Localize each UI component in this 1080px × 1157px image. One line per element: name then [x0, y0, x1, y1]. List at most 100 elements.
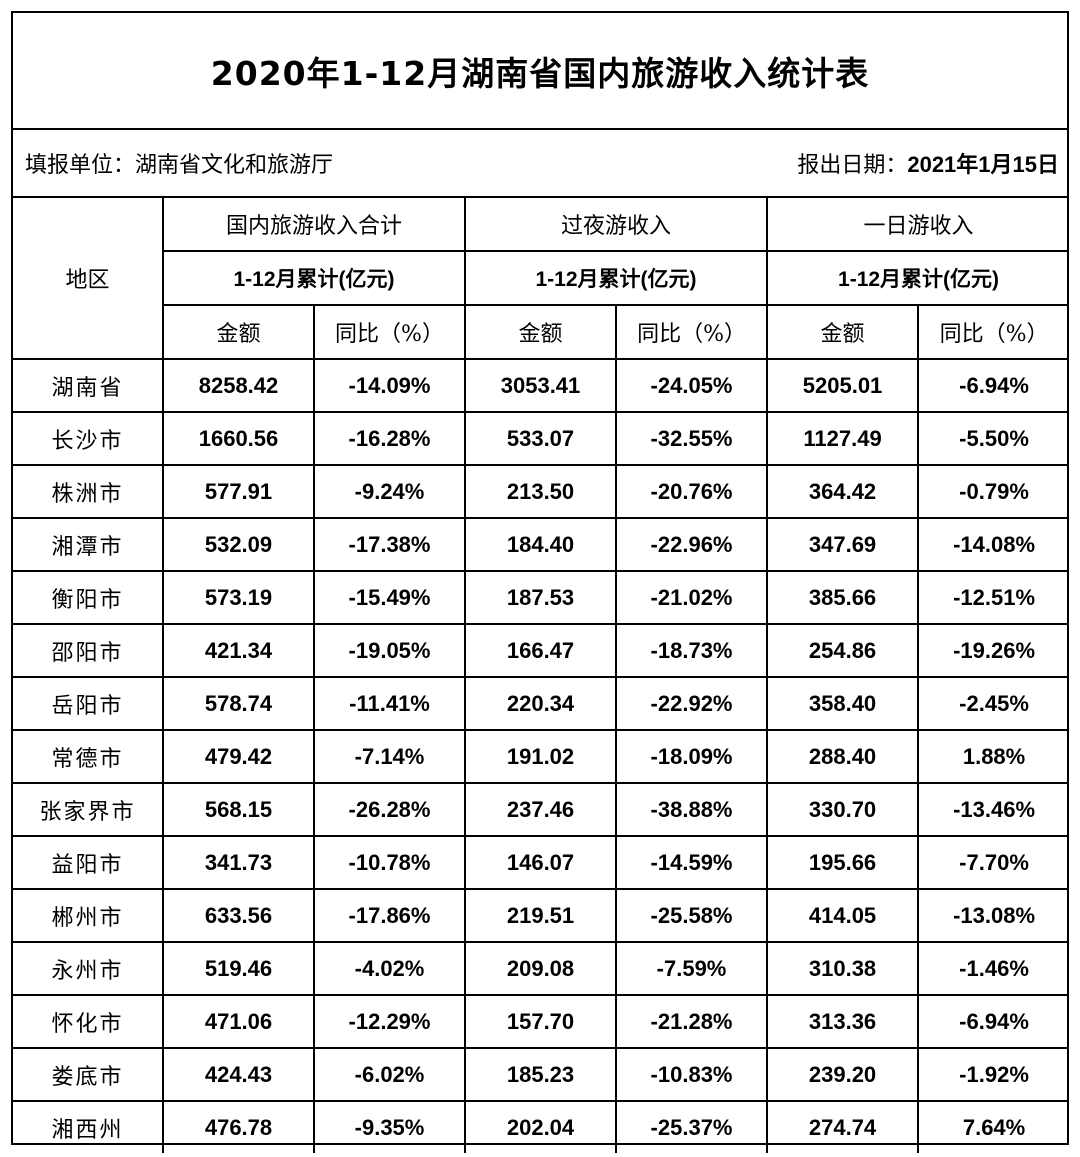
region-header: 地区 — [13, 198, 164, 360]
overnight-amount-cell: 3053.41 — [464, 358, 618, 413]
region-cell: 湖南省 — [13, 358, 164, 413]
tourism-revenue-table: 地区 国内旅游收入合计 过夜游收入 一日游收入 1-12月累计(亿元) 1-12… — [13, 198, 1070, 1153]
page-title: 2020年1-12月湖南省国内旅游收入统计表 — [13, 13, 1067, 130]
total-yoy-cell: -17.86% — [312, 888, 467, 943]
amount-header: 金额 — [464, 304, 618, 360]
report-date: 报出日期： 2021年1月15日 — [797, 130, 1059, 196]
daytrip-yoy-cell: -12.51% — [917, 570, 1070, 625]
total-yoy-cell: -17.38% — [312, 517, 467, 572]
region-cell: 株洲市 — [13, 464, 164, 519]
total-yoy-cell: -7.14% — [312, 729, 467, 784]
period-header-overnight: 1-12月累计(亿元) — [464, 250, 769, 306]
group-header-total: 国内旅游收入合计 — [161, 198, 467, 252]
total-amount-cell: 341.73 — [162, 835, 315, 890]
overnight-amount-cell: 191.02 — [464, 729, 618, 784]
overnight-amount-cell: 166.47 — [464, 623, 618, 678]
daytrip-amount-cell: 330.70 — [766, 782, 920, 837]
total-yoy-cell: -6.02% — [312, 1047, 467, 1102]
table-row: 湖南省 8258.42 -14.09% 3053.41 -24.05% 5205.01 -6… — [13, 358, 1070, 413]
group-header-daytrip: 一日游收入 — [766, 198, 1070, 252]
total-amount-cell: 476.78 — [162, 1100, 315, 1153]
region-cell: 娄底市 — [13, 1047, 164, 1102]
daytrip-amount-cell: 5205.01 — [766, 358, 920, 413]
reporting-unit: 填报单位：湖南省文化和旅游厅 — [25, 153, 334, 178]
table-row: 株洲市 577.91 -9.24% 213.50 -20.76% 364.42 -0.79% — [13, 464, 1070, 519]
total-yoy-cell: -12.29% — [312, 994, 467, 1049]
daytrip-yoy-cell: -13.46% — [917, 782, 1070, 837]
region-cell: 怀化市 — [13, 994, 164, 1049]
table-row: 怀化市 471.06 -12.29% 157.70 -21.28% 313.36 -6.94… — [13, 994, 1070, 1049]
daytrip-amount-cell: 1127.49 — [766, 411, 920, 466]
overnight-yoy-cell: -25.37% — [615, 1100, 769, 1153]
overnight-amount-cell: 157.70 — [464, 994, 618, 1049]
overnight-amount-cell: 220.34 — [464, 676, 618, 731]
header-row-groups: 地区 国内旅游收入合计 过夜游收入 一日游收入 — [13, 198, 1070, 360]
overnight-yoy-cell: -14.59% — [615, 835, 769, 890]
header-row-period: 1-12月累计(亿元) 1-12月累计(亿元) 1-12月累计(亿元) — [13, 250, 1070, 306]
table-row: 郴州市 633.56 -17.86% 219.51 -25.58% 414.05 -13.0… — [13, 888, 1070, 943]
total-amount-cell: 633.56 — [162, 888, 315, 943]
overnight-amount-cell: 213.50 — [464, 464, 618, 519]
amount-header: 金额 — [163, 304, 315, 360]
daytrip-amount-cell: 274.74 — [766, 1100, 920, 1153]
table-row: 常德市 479.42 -7.14% 191.02 -18.09% 288.40 1.88% — [13, 729, 1070, 784]
region-cell: 永州市 — [13, 941, 164, 996]
region-cell: 岳阳市 — [13, 676, 164, 731]
table-row: 永州市 519.46 -4.02% 209.08 -7.59% 310.38 -1.46% — [13, 941, 1070, 996]
overnight-yoy-cell: -21.28% — [615, 994, 769, 1049]
total-yoy-cell: -19.05% — [312, 623, 467, 678]
total-amount-cell: 471.06 — [162, 994, 315, 1049]
table-row: 湘潭市 532.09 -17.38% 184.40 -22.96% 347.69 -14.0… — [13, 517, 1070, 572]
region-cell: 常德市 — [13, 729, 164, 784]
region-cell: 张家界市 — [13, 782, 164, 837]
daytrip-yoy-cell: -0.79% — [917, 464, 1070, 519]
total-amount-cell: 578.74 — [162, 676, 315, 731]
total-amount-cell: 519.46 — [162, 941, 315, 996]
report-info-bar: 填报单位：湖南省文化和旅游厅 报出日期： 2021年1月15日 — [13, 130, 1067, 198]
daytrip-amount-cell: 313.36 — [766, 994, 920, 1049]
overnight-yoy-cell: -38.88% — [615, 782, 769, 837]
overnight-amount-cell: 533.07 — [464, 411, 618, 466]
overnight-yoy-cell: -18.73% — [615, 623, 769, 678]
daytrip-amount-cell: 358.40 — [766, 676, 920, 731]
total-yoy-cell: -26.28% — [312, 782, 467, 837]
daytrip-yoy-cell: 7.64% — [917, 1100, 1070, 1153]
daytrip-amount-cell: 195.66 — [766, 835, 920, 890]
period-header-total: 1-12月累计(亿元) — [163, 250, 467, 306]
table-row: 娄底市 424.43 -6.02% 185.23 -10.83% 239.20 -1.92% — [13, 1047, 1070, 1102]
overnight-amount-cell: 185.23 — [464, 1047, 618, 1102]
overnight-yoy-cell: -22.96% — [615, 517, 769, 572]
table-row: 湘西州 476.78 -9.35% 202.04 -25.37% 274.74 7.64% — [13, 1100, 1070, 1153]
daytrip-yoy-cell: -19.26% — [917, 623, 1070, 678]
daytrip-yoy-cell: -14.08% — [917, 517, 1070, 572]
total-yoy-cell: -4.02% — [312, 941, 467, 996]
region-cell: 长沙市 — [13, 411, 164, 466]
total-amount-cell: 568.15 — [162, 782, 315, 837]
table-row: 衡阳市 573.19 -15.49% 187.53 -21.02% 385.66 -12.5… — [13, 570, 1070, 625]
table-row: 邵阳市 421.34 -19.05% 166.47 -18.73% 254.86 -19.2… — [13, 623, 1070, 678]
daytrip-amount-cell: 414.05 — [766, 888, 920, 943]
region-cell: 衡阳市 — [13, 570, 164, 625]
daytrip-yoy-cell: -1.46% — [917, 941, 1070, 996]
total-yoy-cell: -10.78% — [312, 835, 467, 890]
total-amount-cell: 479.42 — [162, 729, 315, 784]
daytrip-yoy-cell: -7.70% — [917, 835, 1070, 890]
table-row: 岳阳市 578.74 -11.41% 220.34 -22.92% 358.40 -2.45… — [13, 676, 1070, 731]
daytrip-amount-cell: 254.86 — [766, 623, 920, 678]
overnight-amount-cell: 146.07 — [464, 835, 618, 890]
total-yoy-cell: -9.35% — [312, 1100, 467, 1153]
region-cell: 湘西州 — [13, 1100, 164, 1153]
region-cell: 益阳市 — [13, 835, 164, 890]
overnight-yoy-cell: -7.59% — [615, 941, 769, 996]
overnight-yoy-cell: -21.02% — [615, 570, 769, 625]
overnight-yoy-cell: -20.76% — [615, 464, 769, 519]
total-amount-cell: 421.34 — [162, 623, 315, 678]
report-date-value: 2021年1月15日 — [907, 152, 1059, 177]
total-amount-cell: 532.09 — [162, 517, 315, 572]
overnight-amount-cell: 184.40 — [464, 517, 618, 572]
daytrip-amount-cell: 347.69 — [766, 517, 920, 572]
daytrip-amount-cell: 364.42 — [766, 464, 920, 519]
daytrip-amount-cell: 288.40 — [766, 729, 920, 784]
overnight-amount-cell: 209.08 — [464, 941, 618, 996]
overnight-yoy-cell: -10.83% — [615, 1047, 769, 1102]
